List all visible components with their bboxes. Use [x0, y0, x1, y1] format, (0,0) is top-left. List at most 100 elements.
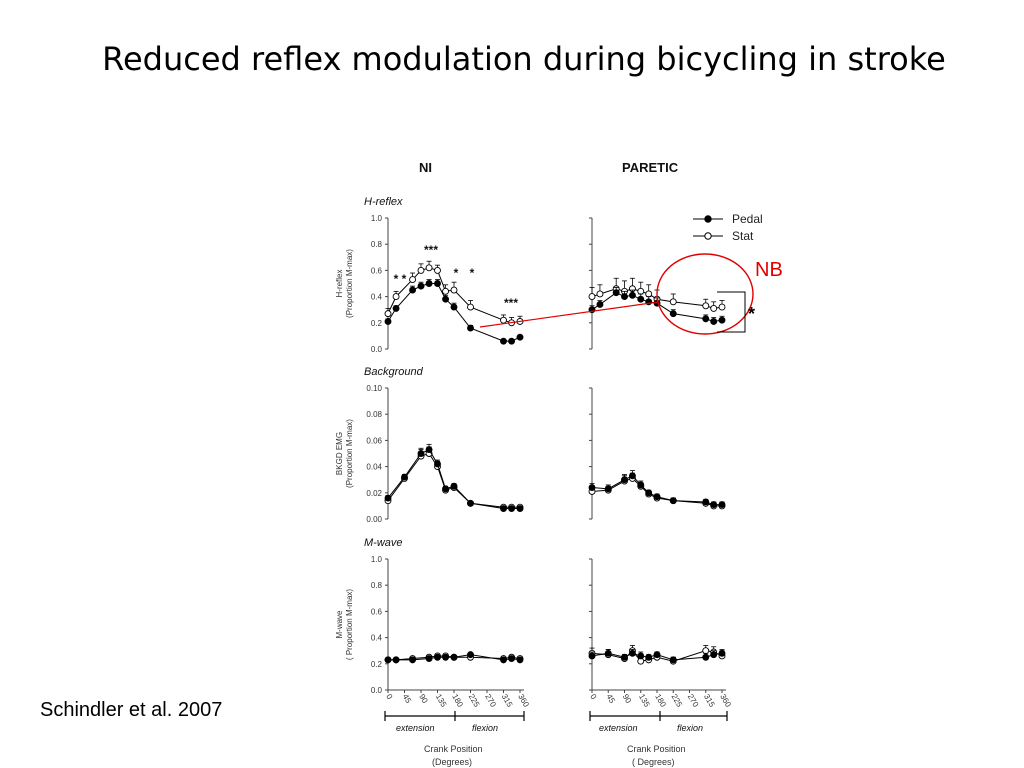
legend-stat-label: Stat [732, 229, 754, 243]
data-point [710, 318, 718, 325]
data-point [718, 501, 726, 509]
phase-flexion-paretic: flexion [677, 723, 703, 733]
data-point [653, 651, 661, 659]
data-point [500, 505, 507, 512]
data-point [516, 656, 524, 664]
data-point [596, 301, 604, 308]
y-tick-label: 0.10 [366, 384, 382, 393]
x-tick-label: 0 [588, 693, 598, 702]
data-point [425, 264, 433, 272]
data-point [384, 494, 392, 502]
panel-title: H-reflex [364, 196, 403, 208]
data-point [450, 303, 458, 311]
x-tick-label: 225 [670, 693, 685, 710]
data-point [409, 656, 417, 664]
data-point [718, 303, 726, 311]
data-point [384, 318, 392, 325]
data-point [628, 291, 636, 299]
data-point [669, 310, 677, 318]
x-tick-label: 270 [686, 693, 701, 710]
data-point [392, 656, 400, 664]
series-pedal [588, 648, 726, 664]
data-point [628, 649, 636, 657]
data-point [409, 276, 417, 284]
data-point [718, 649, 726, 657]
data-point [702, 498, 710, 506]
x-tick-label: 90 [417, 693, 430, 706]
data-point [604, 649, 612, 657]
data-point [434, 460, 441, 468]
data-point [508, 337, 516, 345]
y-tick-label: 0.8 [371, 581, 383, 590]
significance-mark: *** [504, 296, 518, 310]
data-point [637, 295, 645, 303]
data-point [467, 499, 474, 507]
x-tick-label: 315 [500, 693, 515, 710]
data-point [500, 656, 507, 664]
panel-title: M-wave [364, 537, 403, 549]
series-line [387, 452, 520, 508]
nb-label: NB [755, 259, 783, 281]
x-tick-label: 315 [702, 693, 717, 710]
nb-pointer-line [479, 301, 659, 328]
x-axis-unit-ni: (Degrees) [432, 757, 472, 767]
data-point [710, 304, 718, 312]
x-axis-label-paretic: Crank Position [627, 744, 686, 754]
y-axis-label: (Proportion M-max) [345, 419, 354, 488]
data-point [434, 280, 441, 287]
y-tick-label: 0.06 [366, 436, 382, 445]
column-title-paretic: PARETIC [622, 160, 679, 175]
data-point [417, 282, 425, 290]
y-tick-label: 0.4 [371, 293, 383, 302]
legend-pedal-marker [704, 215, 712, 223]
data-point [604, 485, 612, 493]
x-axis-unit-paretic: ( Degrees) [632, 757, 675, 767]
data-point [450, 286, 458, 294]
data-point [384, 310, 392, 318]
x-tick-label: 135 [637, 693, 652, 710]
panel-title: Background [364, 366, 424, 378]
series-stat [588, 277, 726, 312]
data-point [637, 652, 645, 660]
data-point [425, 446, 433, 454]
data-point [417, 266, 425, 274]
data-point [645, 290, 653, 298]
data-point [621, 476, 628, 484]
data-point [621, 653, 628, 661]
x-tick-label: 360 [516, 693, 531, 710]
data-point [516, 505, 524, 512]
data-point [467, 651, 474, 659]
data-point [425, 655, 433, 663]
data-point [669, 497, 677, 505]
column-title-ni: NI [419, 160, 432, 175]
data-point [702, 653, 710, 661]
x-tick-label: 270 [483, 693, 498, 710]
series-pedal [588, 470, 726, 509]
y-axis-label: H-reflex [335, 269, 344, 297]
data-point [516, 333, 524, 341]
data-point [588, 484, 596, 492]
data-point [621, 293, 628, 301]
series-pedal [384, 651, 524, 664]
y-tick-label: 0.02 [366, 489, 382, 498]
data-point [637, 481, 645, 489]
significance-mark: * [470, 266, 475, 280]
data-point [645, 489, 653, 497]
data-point [409, 286, 417, 294]
data-point [718, 316, 726, 324]
data-point [500, 337, 507, 345]
y-tick-label: 0.08 [366, 410, 382, 419]
y-tick-label: 0.8 [371, 240, 383, 249]
significance-star: * [748, 304, 755, 324]
data-point [508, 505, 516, 512]
data-point [392, 304, 400, 312]
x-tick-label: 45 [605, 693, 618, 706]
data-point [637, 287, 645, 295]
y-axis-label: ( Proportion M-max) [345, 589, 354, 660]
data-point [442, 295, 450, 303]
y-axis-label: (Proportion M-max) [345, 249, 354, 318]
data-point [588, 293, 596, 301]
data-point [425, 280, 433, 287]
data-point [702, 647, 710, 655]
